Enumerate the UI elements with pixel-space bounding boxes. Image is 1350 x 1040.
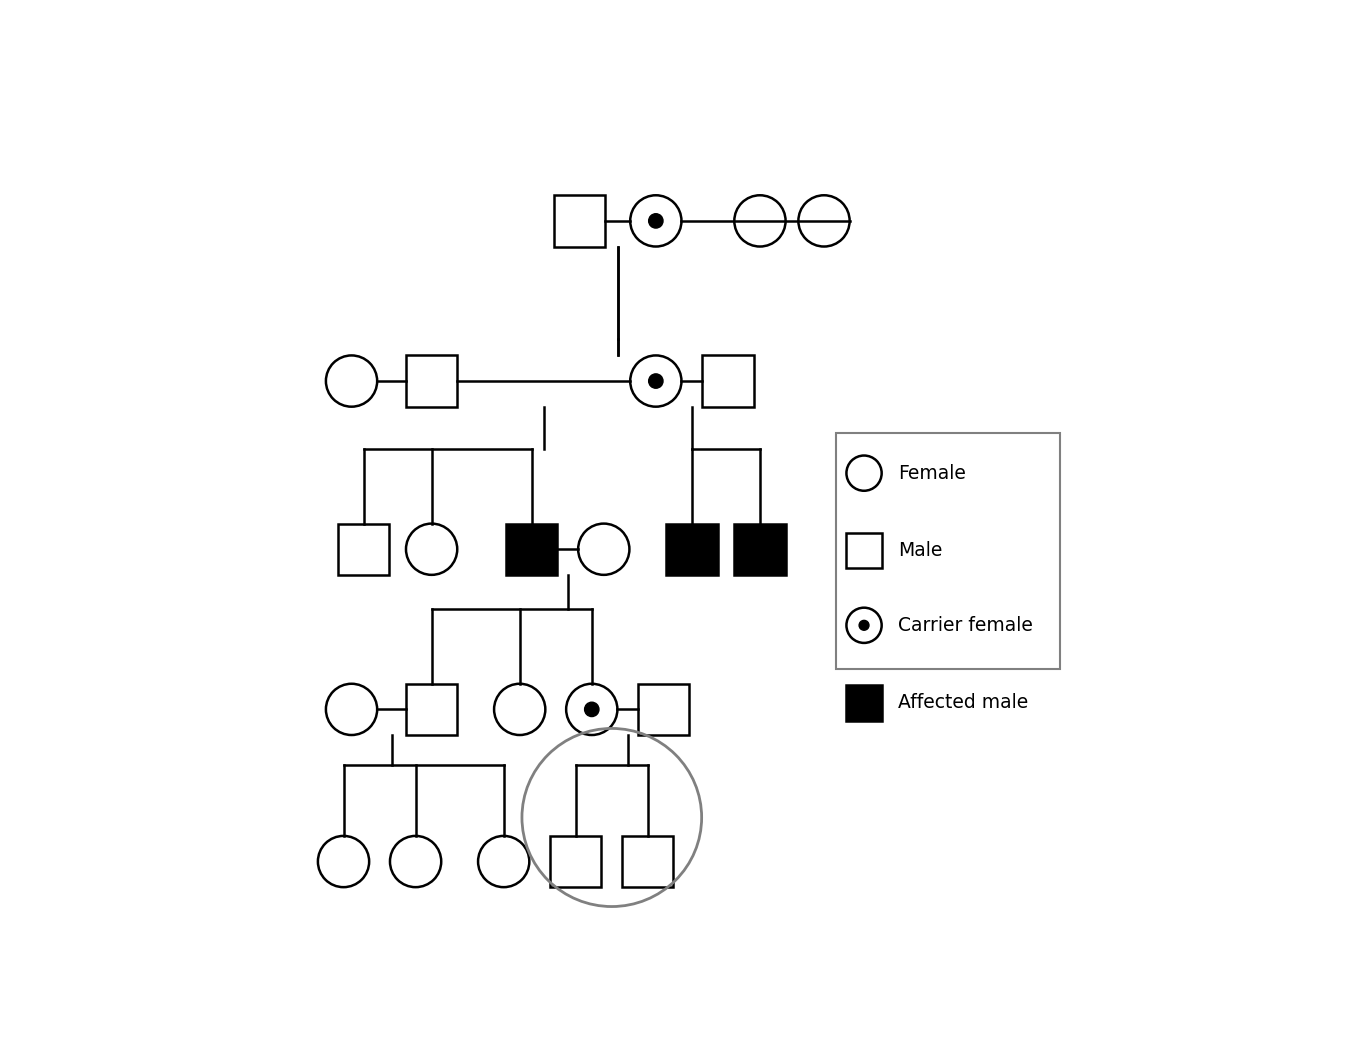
Circle shape <box>390 836 441 887</box>
Circle shape <box>798 196 849 246</box>
Circle shape <box>566 683 617 735</box>
Text: Carrier female: Carrier female <box>899 616 1033 634</box>
Circle shape <box>846 607 882 643</box>
Circle shape <box>630 196 682 246</box>
Bar <box>338 523 389 575</box>
Circle shape <box>734 196 786 246</box>
Bar <box>846 685 882 721</box>
Circle shape <box>406 523 458 575</box>
Bar <box>639 683 690 735</box>
Text: Affected male: Affected male <box>899 694 1029 712</box>
Bar <box>554 196 605 246</box>
Circle shape <box>325 356 377 407</box>
Bar <box>406 683 458 735</box>
Circle shape <box>846 456 882 491</box>
Circle shape <box>859 621 869 630</box>
Text: Female: Female <box>899 464 967 483</box>
Circle shape <box>578 523 629 575</box>
Bar <box>506 523 558 575</box>
Bar <box>846 534 882 569</box>
Bar <box>406 356 458 407</box>
Bar <box>622 836 674 887</box>
Bar <box>551 836 601 887</box>
Circle shape <box>648 214 663 228</box>
Bar <box>702 356 753 407</box>
Circle shape <box>325 683 377 735</box>
Text: Male: Male <box>899 542 942 561</box>
Bar <box>836 433 1060 670</box>
Bar <box>667 523 717 575</box>
Circle shape <box>494 683 545 735</box>
Circle shape <box>478 836 529 887</box>
Circle shape <box>630 356 682 407</box>
Bar <box>734 523 786 575</box>
Circle shape <box>648 374 663 388</box>
Circle shape <box>317 836 369 887</box>
Circle shape <box>585 702 599 717</box>
